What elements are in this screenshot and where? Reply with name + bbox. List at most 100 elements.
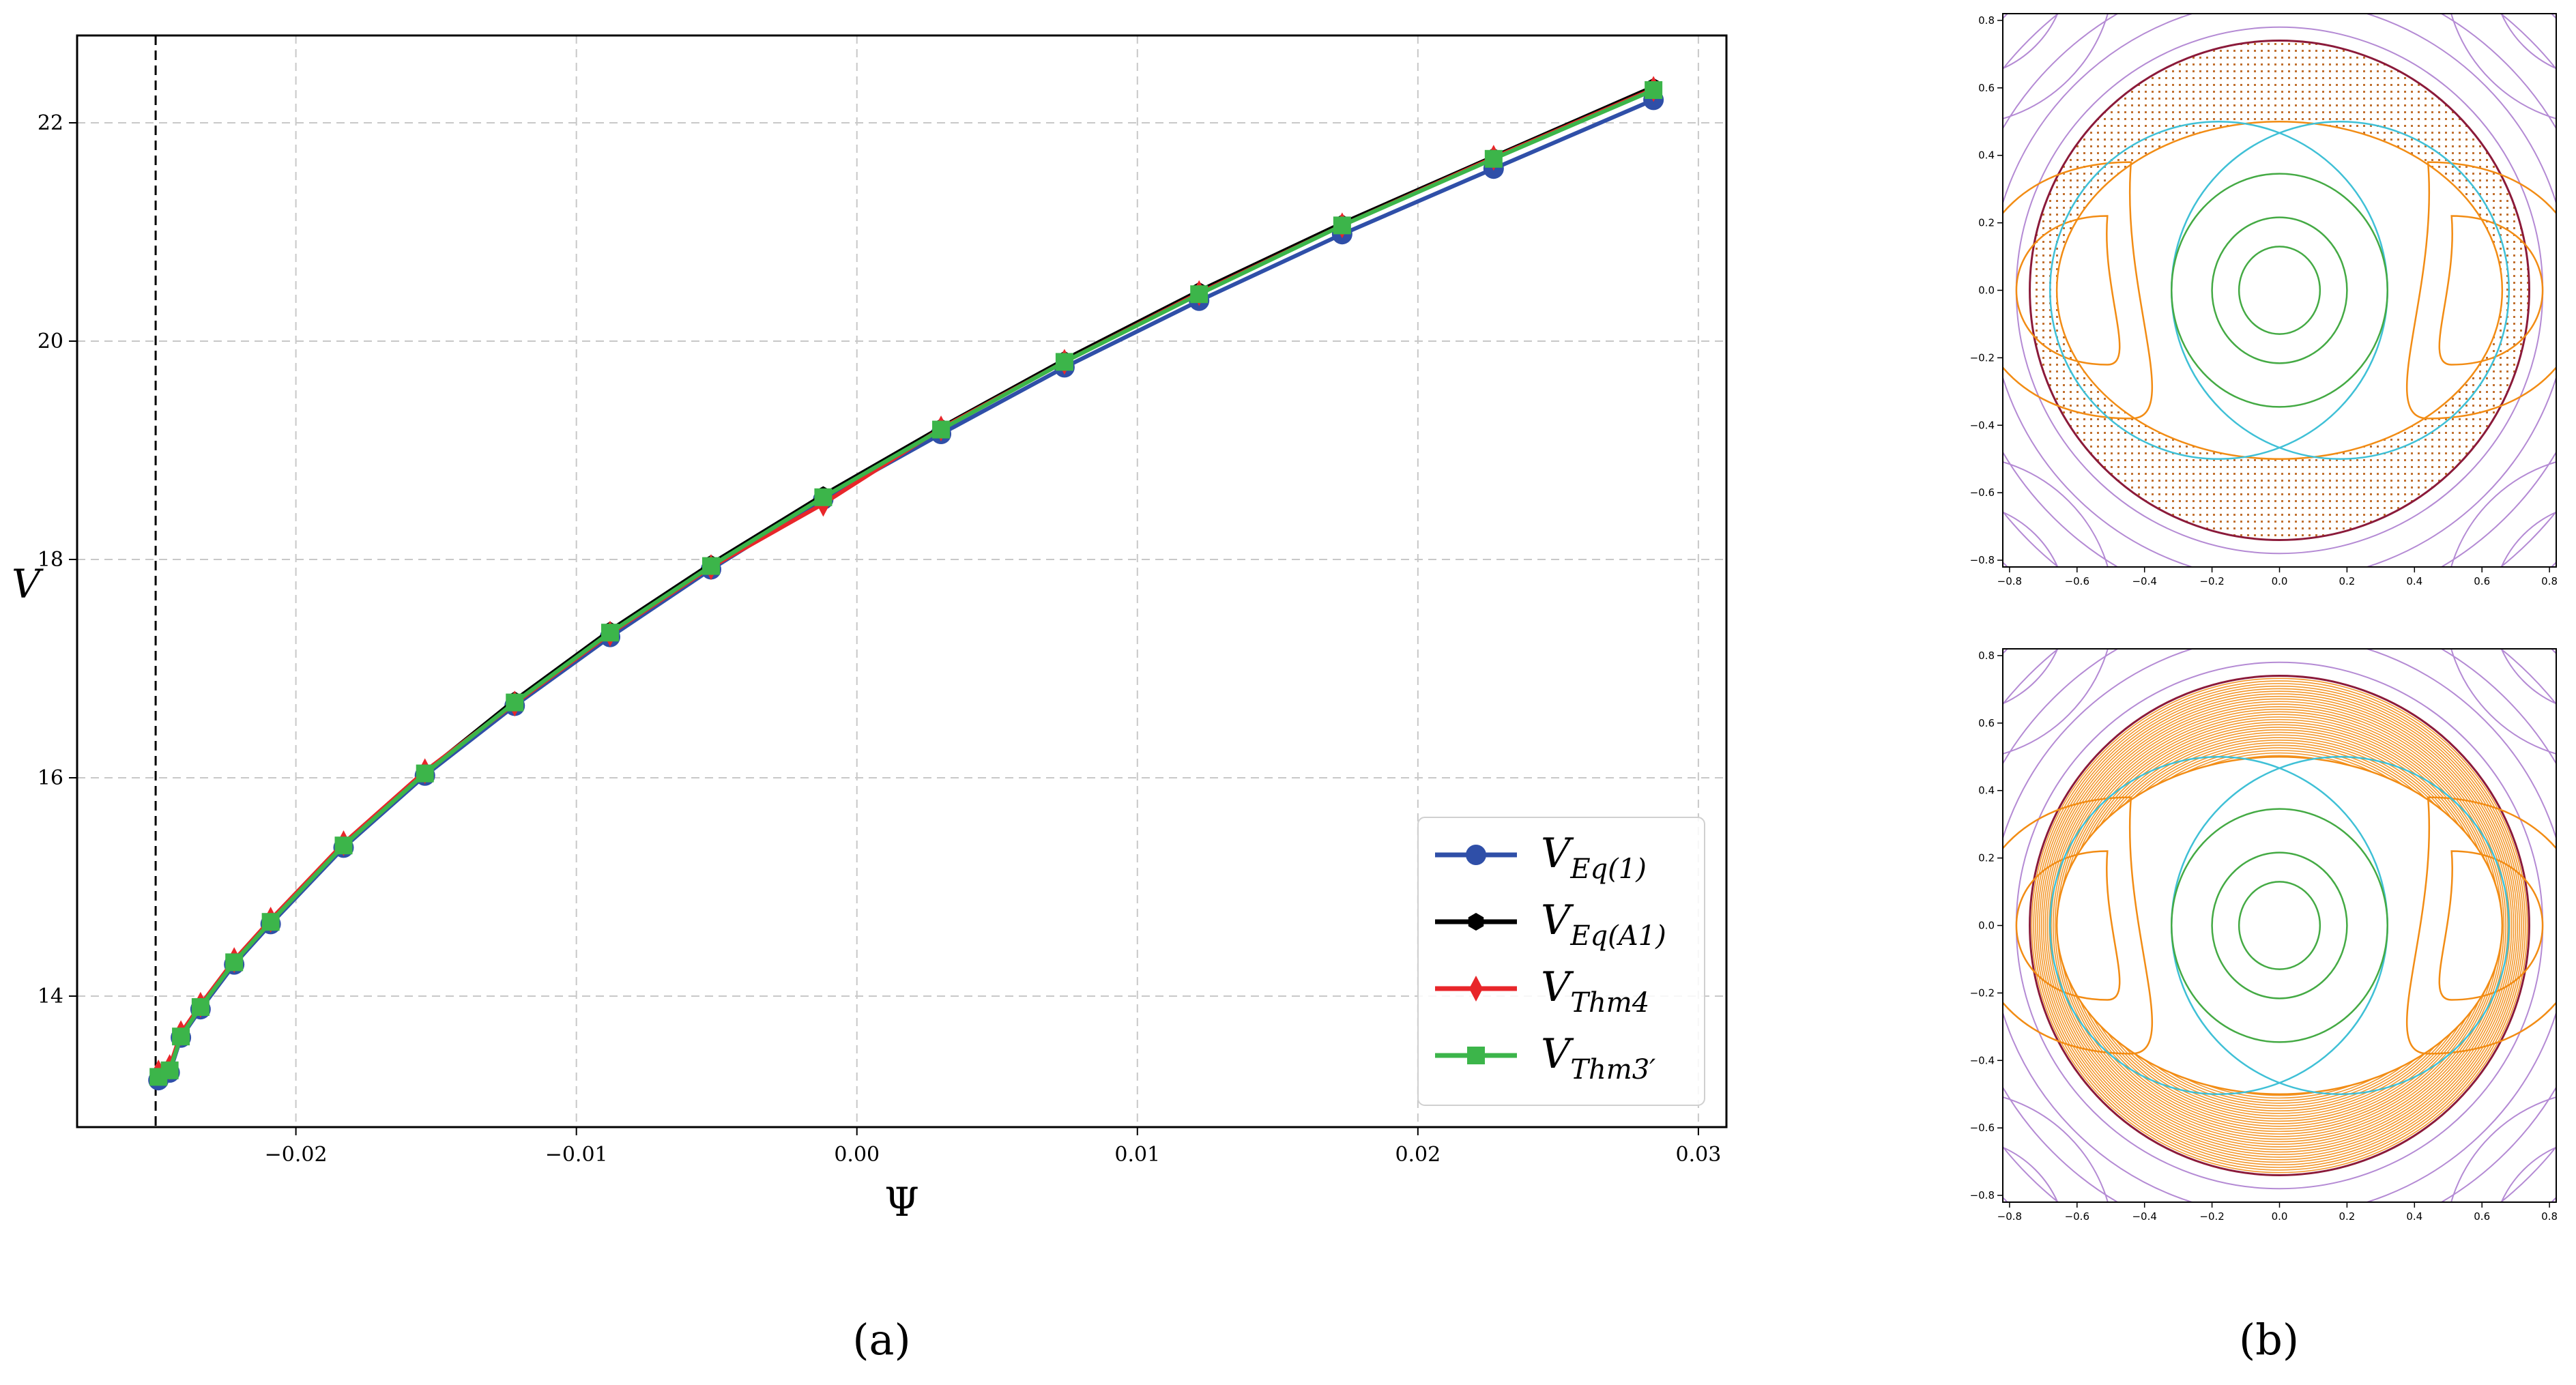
legend-subscript: Eq(1) [1569,854,1646,885]
x-tick-label: 0.00 [834,1143,880,1167]
caption-b: (b) [2239,1315,2299,1365]
data-point [191,998,209,1016]
legend-subscript: Eq(A1) [1569,920,1666,952]
y-tick-label: −0.4 [1970,419,1995,431]
x-tick-label: 0.03 [1675,1143,1721,1167]
y-tick-label: 0.4 [1978,149,1995,162]
green-contour [2171,808,2388,1043]
data-point [261,913,280,931]
green-contour [2211,851,2348,1000]
legend-marker [1467,1047,1485,1064]
data-point [932,420,951,439]
data-point [172,1027,190,1046]
grid [77,35,1726,1127]
corner-contour [1898,550,2020,671]
y-tick-label: 0.6 [1978,82,1995,94]
data-point [814,488,833,506]
x-tick-label: −0.4 [2132,575,2156,587]
data-point [1645,81,1663,99]
kidney-contour-inner [2438,215,2544,366]
corner-contour [1898,0,2020,31]
series-group [148,76,1664,1091]
x-tick-label: −0.6 [2065,1210,2089,1223]
x-tick-label: −0.2 [2199,1210,2224,1223]
corner-contour [1898,1185,2020,1307]
y-tick-label: 18 [38,548,63,572]
kidney-contour-inner [2015,850,2121,1001]
kidney-contour [2406,796,2556,1055]
interior-region [2055,755,2504,1096]
kidney-contour-inner [2438,850,2544,1001]
data-point [701,557,720,575]
y-tick-label: −0.8 [1970,554,1995,566]
y-tick-label: 0.2 [1978,217,1995,229]
data-point [506,693,524,712]
dense-contour [2035,683,2524,1168]
green-contour [2238,881,2321,970]
y-tick-label: −0.6 [1970,1122,1995,1134]
kidney-contour [2003,796,2153,1055]
plot-frame [76,34,1728,1128]
dense-contour [2053,705,2506,1146]
x-tick-label: −0.2 [2199,575,2224,587]
y-tick-label: −0.2 [1970,351,1995,364]
dense-contour [2054,708,2505,1143]
legend-marker [1466,845,1486,865]
x-tick-label: 0.0 [2272,575,2288,587]
contour-area [1898,0,2556,671]
x-tick-label: 0.0 [2272,1210,2288,1223]
dense-contour [2051,703,2508,1148]
data-point [160,1061,179,1079]
y-tick-label: −0.6 [1970,486,1995,499]
data-point [225,953,244,972]
corner-contour [2003,1096,2109,1202]
x-tick-label: −0.01 [545,1143,608,1167]
data-point [334,836,353,855]
dense-contour [2042,693,2517,1158]
y-tick-label: 20 [38,330,63,353]
dense-contour [2037,685,2522,1166]
y-tick-label: 22 [38,111,63,135]
x-tick-label: 0.01 [1114,1143,1160,1167]
boundary-contour [2029,40,2530,541]
kidney-contour-inner [2015,215,2121,366]
dense-contour [2044,695,2515,1156]
y-tick-label: 0.0 [1978,920,1995,932]
x-tick-label: 0.8 [2541,575,2558,587]
data-point [1055,353,1073,371]
data-point [1333,216,1351,235]
x-tick-label: 0.4 [2406,1210,2422,1223]
legend-marker [1469,976,1483,1002]
y-tick-label: 0.6 [1978,717,1995,729]
contour-area [1898,544,2576,1307]
data-point [416,764,434,783]
dense-contour [2039,688,2520,1163]
x-tick-label: −0.4 [2132,1210,2156,1223]
x-tick-label: 0.02 [1395,1143,1441,1167]
contour-panel-top: −0.8 0.8 −0.6 0.6 −0.4 0.4 −0.2 0.2 0.0 0.0 0.2 −0.… [1898,0,2558,671]
data-point [1484,149,1503,168]
corner-contour [1898,544,2020,666]
x-tick-label: 0.8 [2541,1210,2558,1223]
corner-contour [2539,1185,2576,1307]
x-tick-label: 0.6 [2474,1210,2490,1223]
x-tick-label: −0.6 [2065,575,2089,587]
x-tick-label: 0.2 [2339,575,2355,587]
series-thm3 [149,81,1663,1086]
x-tick-label: 0.4 [2406,575,2422,587]
interior-region [2055,120,2504,461]
y-tick-label: 0.2 [1978,852,1995,864]
x-tick-label: 0.6 [2474,575,2490,587]
boundary-contour [2029,675,2530,1176]
legend-subscript: Thm4 [1570,987,1649,1019]
data-point [601,624,620,642]
dense-contour [2040,690,2519,1161]
y-tick-label: −0.4 [1970,1054,1995,1066]
y-tick-label: 16 [38,766,63,790]
legend-subscript: Thm3′ [1570,1054,1655,1085]
dense-contour [2031,677,2528,1173]
y-tick-label: 14 [38,985,63,1008]
y-tick-label: 0.8 [1978,650,1995,662]
